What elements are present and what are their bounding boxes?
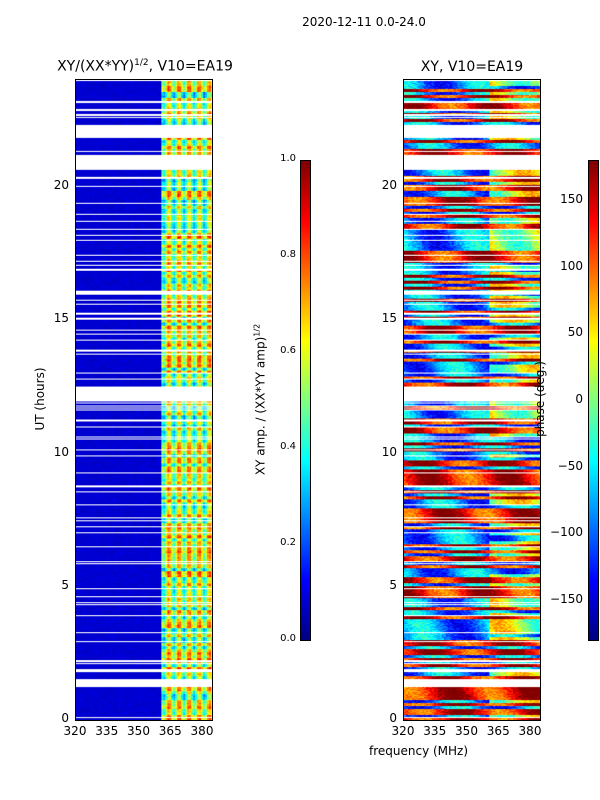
cbar-label-sup: 1/2 — [252, 323, 262, 337]
x-tick-label: 380 — [518, 724, 542, 738]
colorbar-tick-label: 0.4 — [280, 441, 296, 452]
y-tick-label: 0 — [389, 711, 397, 725]
x-tick-label: 365 — [158, 724, 182, 738]
title-tail: , V10=EA19 — [148, 58, 233, 75]
amplitude-colorbar-label: XY amp. / (XX*YY amp)1/2 — [253, 300, 268, 500]
x-axis-label: frequency (MHz) — [369, 744, 469, 758]
y-tick-label: 5 — [389, 577, 397, 592]
colorbar-tick-label: 0.2 — [280, 537, 296, 548]
suptitle: 2020-12-11 0.0-24.0 — [302, 15, 426, 29]
y-tick-label: 15 — [381, 311, 397, 326]
title-sup: 1/2 — [134, 58, 149, 68]
amplitude-colorbar — [300, 160, 311, 641]
colorbar-tick-label: 100 — [560, 258, 583, 273]
x-tick-label: 350 — [127, 724, 150, 738]
y-axis-label: UT (hours) — [33, 367, 47, 431]
colorbar-tick-label: 50 — [567, 325, 583, 340]
x-tick-label: 350 — [455, 724, 478, 738]
y-tick-label: 20 — [381, 178, 397, 192]
x-tick-label: 365 — [486, 724, 510, 738]
colorbar-tick-label: 0.8 — [280, 249, 296, 260]
colorbar-tick-label: −150 — [550, 592, 583, 606]
y-tick-label: 20 — [53, 178, 69, 192]
title-main: XY/(XX*YY) — [57, 58, 135, 75]
y-tick-label: 5 — [61, 577, 69, 592]
x-tick-label: 335 — [423, 724, 447, 738]
x-tick-label: 335 — [95, 724, 119, 738]
y-tick-label: 10 — [381, 444, 397, 459]
cbar-label-main: XY amp. / (XX*YY amp) — [253, 336, 268, 476]
colorbar-tick-label: 0 — [575, 392, 583, 406]
y-tick-label: 10 — [53, 444, 69, 459]
y-tick-label: 0 — [61, 711, 69, 725]
phase-colorbar — [588, 160, 599, 641]
x-tick-label: 380 — [190, 724, 214, 738]
colorbar-tick-label: 150 — [560, 192, 583, 206]
colorbar-tick-label: 0.6 — [280, 345, 296, 356]
colorbar-tick-label: 1.0 — [280, 153, 296, 164]
y-tick-label: 15 — [53, 311, 69, 326]
phase-heatmap — [403, 79, 541, 721]
amplitude-heatmap — [75, 79, 213, 721]
phase-colorbar-label: phase (deg.) — [533, 361, 547, 437]
right-panel-title: XY, V10=EA19 — [420, 59, 524, 75]
x-tick-label: 320 — [63, 724, 87, 738]
x-tick-label: 320 — [391, 724, 415, 738]
colorbar-tick-label: −50 — [557, 458, 583, 473]
colorbar-tick-label: 0.0 — [280, 633, 296, 644]
colorbar-tick-label: −100 — [550, 525, 583, 540]
left-panel-title: XY/(XX*YY)1/2, V10=EA19 — [40, 58, 250, 75]
